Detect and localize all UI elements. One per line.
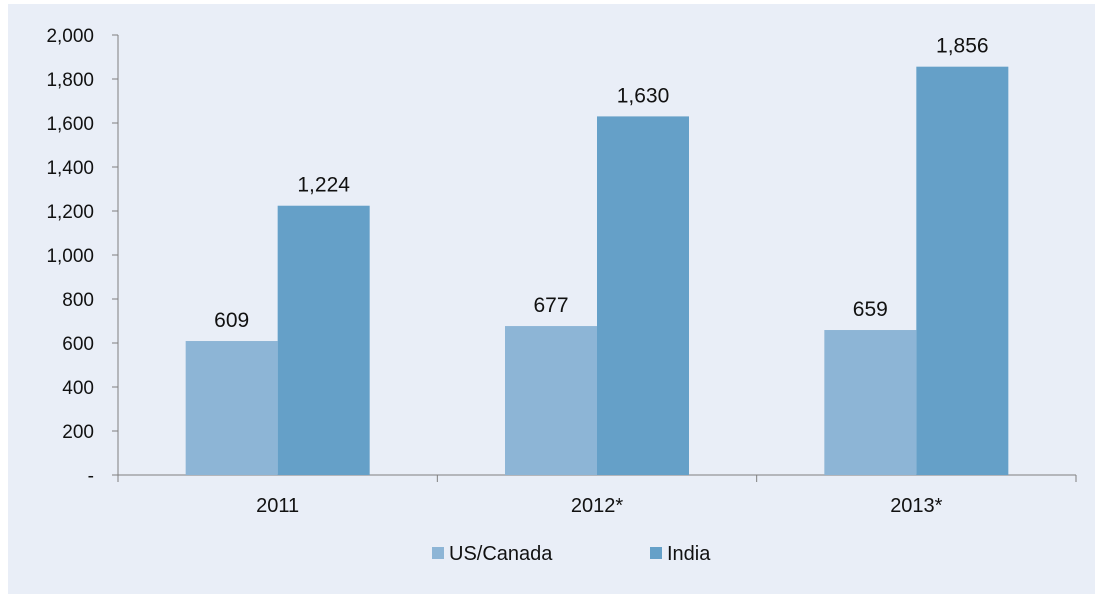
bar-us-canada-2012 [505, 326, 597, 475]
x-axis: 2011 2012* 2013* [117, 474, 1077, 517]
data-label: 659 [853, 298, 888, 321]
y-tick-label: 600 [62, 334, 94, 355]
y-tick-label: 2,000 [46, 26, 94, 47]
bar-india-2011 [277, 205, 370, 475]
bars: 609 1,224 677 1,630 659 1,856 [185, 35, 1009, 476]
y-tick-label: 1,000 [46, 246, 94, 267]
x-category-label: 2012* [571, 495, 623, 517]
legend-swatch [650, 547, 662, 559]
y-tick-label: 200 [62, 422, 94, 443]
data-label: 609 [214, 309, 249, 332]
x-category-label: 2011 [256, 495, 299, 517]
chart-container: - 200 400 600 800 1,000 1,200 1,400 1,600 1,800 2,… [8, 4, 1095, 594]
legend-label: US/Canada [449, 543, 553, 565]
y-tick-label: - [88, 466, 94, 487]
y-tick-label: 1,200 [46, 202, 94, 223]
data-label: 677 [533, 294, 568, 317]
data-label: 1,224 [297, 174, 350, 197]
bar-india-2012 [597, 116, 689, 476]
data-label: 1,856 [936, 35, 989, 58]
legend: US/Canada India [432, 543, 711, 565]
y-tick-label: 1,800 [46, 70, 94, 91]
bar-us-canada-2013 [824, 330, 917, 475]
bar-india-2013 [916, 66, 1009, 476]
legend-label: India [667, 543, 711, 565]
bar-us-canada-2011 [185, 341, 278, 475]
y-axis: - 200 400 600 800 1,000 1,200 1,400 1,600 1,800 2,… [46, 26, 119, 487]
legend-swatch [432, 547, 444, 559]
data-label: 1,630 [617, 84, 670, 107]
y-tick-label: 1,600 [46, 114, 94, 135]
y-tick-label: 800 [62, 290, 94, 311]
y-tick-label: 1,400 [46, 158, 94, 179]
y-tick-label: 400 [62, 378, 94, 399]
x-category-label: 2013* [890, 495, 942, 517]
bar-chart: - 200 400 600 800 1,000 1,200 1,400 1,600 1,800 2,… [46, 26, 1077, 565]
